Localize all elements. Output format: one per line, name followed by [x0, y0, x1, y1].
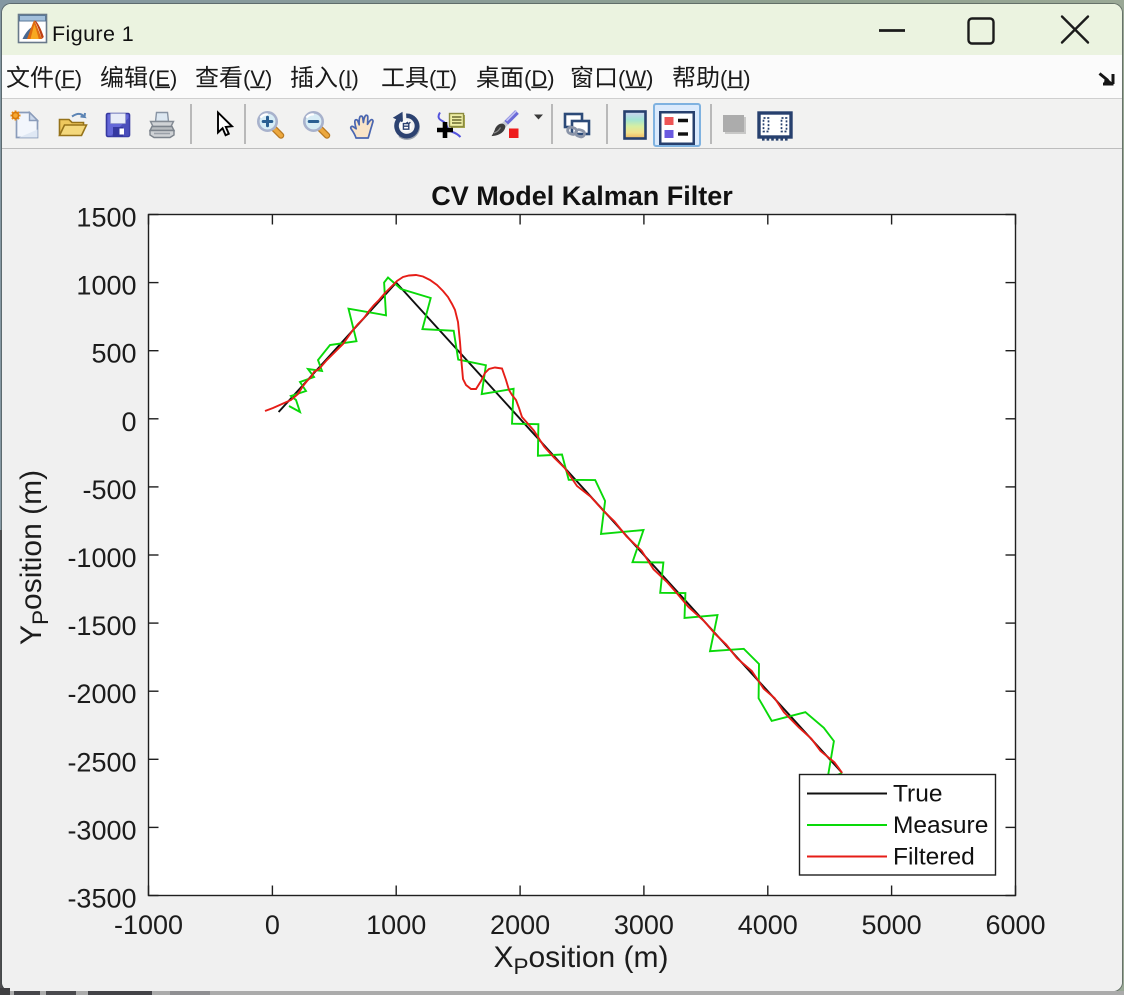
svg-text:-1000: -1000: [114, 910, 183, 940]
svg-text:-500: -500: [82, 475, 136, 505]
svg-text:(I): (I): [338, 66, 359, 91]
svg-text:-2000: -2000: [67, 679, 136, 709]
svg-text:500: 500: [91, 339, 136, 369]
svg-text:-1500: -1500: [67, 611, 136, 641]
svg-text:XPosition (m): XPosition (m): [493, 941, 668, 979]
svg-text:0: 0: [265, 910, 280, 940]
svg-text:CV Model Kalman Filter: CV Model Kalman Filter: [431, 181, 733, 211]
svg-text:-3000: -3000: [67, 815, 136, 845]
svg-text:1000: 1000: [366, 910, 426, 940]
svg-text:1000: 1000: [76, 271, 136, 301]
svg-text:1500: 1500: [76, 203, 136, 233]
svg-text:5000: 5000: [862, 910, 922, 940]
svg-text:-1000: -1000: [67, 543, 136, 573]
svg-text:-3500: -3500: [67, 884, 136, 914]
svg-text:6000: 6000: [985, 910, 1045, 940]
svg-text:-2500: -2500: [67, 747, 136, 777]
svg-text:Measure: Measure: [893, 812, 988, 839]
svg-text:4000: 4000: [738, 910, 798, 940]
svg-text:True: True: [893, 781, 942, 808]
svg-text:Filtered: Filtered: [893, 844, 975, 871]
svg-text:2000: 2000: [490, 910, 550, 940]
svg-text:3000: 3000: [614, 910, 674, 940]
svg-text:0: 0: [121, 407, 136, 437]
svg-text:YPosition (m): YPosition (m): [15, 470, 53, 645]
